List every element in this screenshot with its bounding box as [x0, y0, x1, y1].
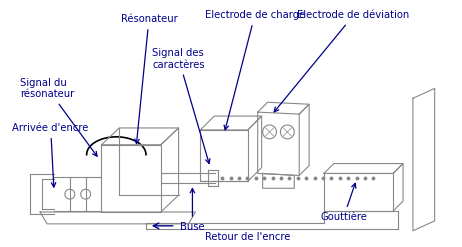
Text: Retour de l'encre: Retour de l'encre [205, 232, 291, 242]
Text: Buse: Buse [180, 188, 205, 232]
Text: Résonateur: Résonateur [121, 14, 177, 144]
Text: Electrode de charge: Electrode de charge [205, 10, 305, 130]
Text: Signal des
caractères: Signal des caractères [152, 48, 210, 164]
Text: Gouttière: Gouttière [320, 183, 367, 222]
Text: Electrode de déviation: Electrode de déviation [274, 10, 410, 112]
Text: Arrivée d'encre: Arrivée d'encre [12, 123, 89, 187]
Text: Signal du
résonateur: Signal du résonateur [20, 78, 97, 156]
